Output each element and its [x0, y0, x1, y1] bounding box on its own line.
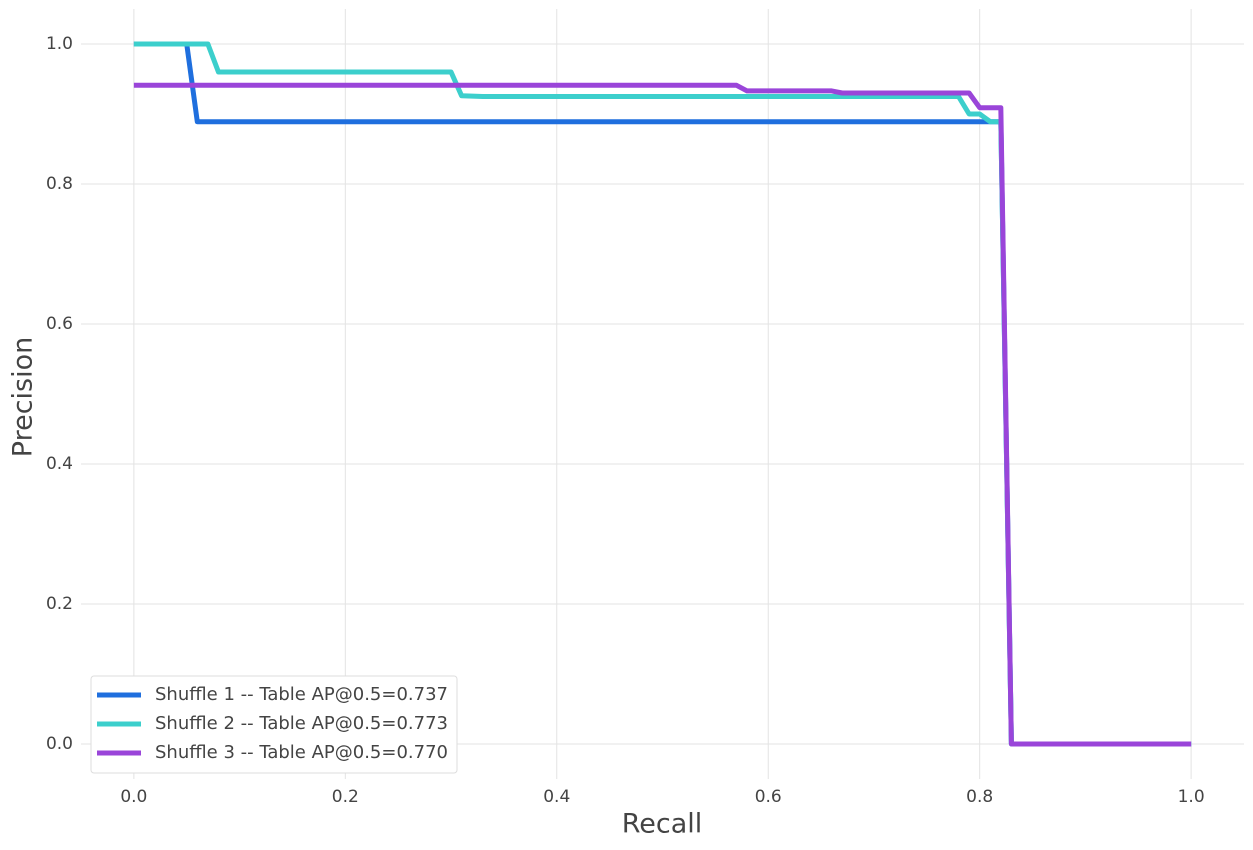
y-tick-label: 1.0 — [46, 34, 73, 54]
y-tick-label: 0.8 — [46, 174, 73, 194]
x-axis-label: Recall — [622, 809, 703, 840]
y-tick-label: 0.0 — [46, 734, 73, 754]
x-tick-label: 0.0 — [120, 787, 147, 807]
y-axis-label: Precision — [8, 337, 39, 457]
plot-lines — [133, 41, 1192, 747]
legend-label: Shuffle 1 -- Table AP@0.5=0.737 — [155, 684, 448, 705]
x-tick-label: 0.6 — [755, 787, 782, 807]
legend-frame — [90, 675, 458, 774]
y-tick-label: 0.6 — [46, 314, 73, 334]
x-tick-label: 0.2 — [332, 787, 359, 807]
legend-label: Shuffle 3 -- Table AP@0.5=0.770 — [155, 742, 448, 763]
series-line — [133, 41, 1192, 747]
y-tick-label: 0.2 — [46, 594, 73, 614]
y-tick-label: 0.4 — [46, 454, 73, 474]
x-tick-label: 1.0 — [1178, 787, 1205, 807]
x-tick-label: 0.8 — [966, 787, 993, 807]
series-line — [133, 82, 1192, 747]
series-line — [133, 41, 1192, 747]
x-tick-label: 0.4 — [543, 787, 570, 807]
legend-label: Shuffle 2 -- Table AP@0.5=0.773 — [155, 713, 448, 734]
grid: 0.0 0.2 0.4 0.6 0.8 1.0 0.0 0.2 0.4 0.6 0.8 1.0 — [46, 9, 1244, 807]
legend: Shuffle 1 -- Table AP@0.5=0.737 Shuffle 2… — [90, 675, 458, 774]
